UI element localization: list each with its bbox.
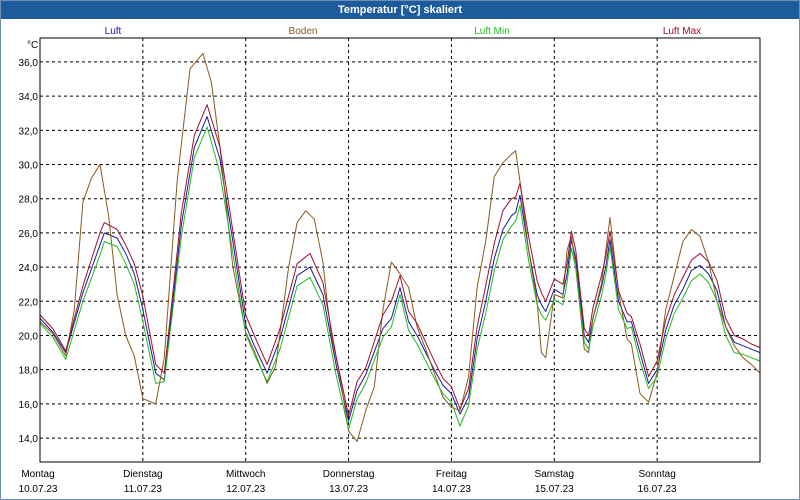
x-tick-date: 15.07.23	[535, 484, 574, 495]
y-tick-label: 26,0	[19, 229, 39, 240]
x-axis-ticks: Montag 10.07.23 Dienstag 11.07.23 Mittwoch 12…	[19, 469, 678, 495]
x-tick-day: Montag	[21, 469, 54, 480]
legend-entry: Boden	[289, 26, 318, 37]
y-tick-label: 18,0	[19, 366, 39, 377]
legend-entry: Luft	[105, 26, 122, 37]
y-tick-label: 34,0	[19, 92, 39, 103]
x-tick-day: Sonntag	[639, 469, 676, 480]
x-tick-day: Donnerstag	[323, 469, 375, 480]
series-line	[39, 116, 761, 422]
y-tick-label: 22,0	[19, 297, 39, 308]
y-tick-label: 16,0	[19, 400, 39, 411]
y-tick-label: 28,0	[19, 195, 39, 206]
x-tick-date: 14.07.23	[432, 484, 471, 495]
x-tick-date: 12.07.23	[226, 484, 265, 495]
series-line	[39, 126, 761, 430]
x-tick-day: Dienstag	[123, 469, 162, 480]
x-tick-date: 13.07.23	[329, 484, 368, 495]
x-tick-day: Freitag	[436, 469, 467, 480]
y-tick-label: 14,0	[19, 434, 39, 445]
x-tick-date: 16.07.23	[638, 484, 677, 495]
y-tick-label: 32,0	[19, 126, 39, 137]
series-line	[39, 52, 761, 442]
legend-entry: Luft Min	[474, 26, 510, 37]
y-axis-label: °C	[27, 40, 38, 51]
x-tick-day: Mittwoch	[226, 469, 265, 480]
series-lines	[39, 52, 761, 442]
chart-title: Temperatur [°C] skaliert	[1, 1, 799, 19]
y-tick-label: 20,0	[19, 331, 39, 342]
grid-lines	[40, 38, 760, 462]
x-tick-day: Samstag	[535, 469, 574, 480]
y-tick-label: 30,0	[19, 161, 39, 172]
x-tick-date: 11.07.23	[124, 484, 163, 495]
legend: Luft Boden Luft Min Luft Max	[105, 26, 702, 37]
y-axis-ticks: 14,0 16,0 18,0 20,0 22,0 24,0 26,0 28,0 30,0 32,0…	[19, 58, 39, 445]
y-tick-label: 24,0	[19, 263, 39, 274]
series-line	[39, 104, 761, 417]
legend-entry: Luft Max	[663, 26, 701, 37]
x-tick-date: 10.07.23	[19, 484, 58, 495]
plot-border	[39, 37, 761, 463]
y-tick-label: 36,0	[19, 58, 39, 69]
